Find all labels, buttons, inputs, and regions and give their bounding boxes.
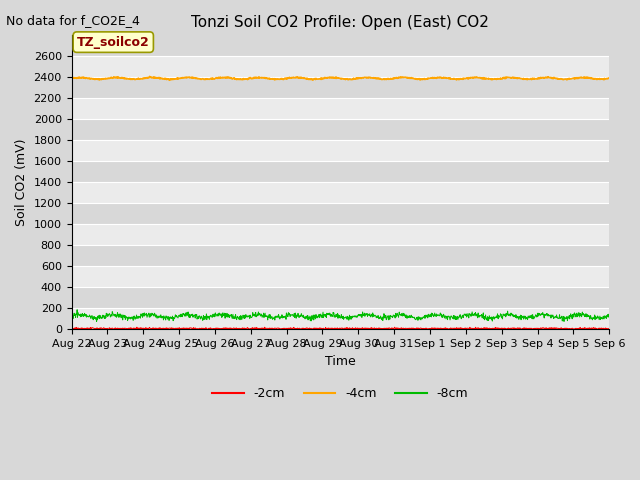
-2cm [175,325,182,331]
Bar [72,182,609,204]
-8cm [424,313,432,319]
-8cm [605,313,613,319]
-2cm [495,325,502,331]
-2cm [424,326,432,332]
Bar [72,36,609,56]
-4cm [542,74,550,80]
-8cm [495,312,502,318]
Text: TZ_soilco2: TZ_soilco2 [77,36,150,48]
Bar [72,56,609,77]
-8cm [248,314,256,320]
-2cm [248,325,256,331]
Bar [72,161,609,182]
Bar [72,245,609,266]
Bar [72,224,609,245]
Title: Tonzi Soil CO2 Profile: Open (East) CO2: Tonzi Soil CO2 Profile: Open (East) CO2 [191,15,490,30]
-8cm [68,315,76,321]
-8cm [188,312,196,318]
-8cm [542,312,550,318]
-4cm [188,75,196,81]
-4cm [146,73,154,79]
-2cm [105,326,113,332]
-8cm [74,307,81,312]
Bar [72,288,609,308]
-4cm [424,75,432,81]
-4cm [605,75,613,81]
-4cm [248,75,256,81]
-8cm [93,319,100,324]
Text: No data for f_CO2E_4: No data for f_CO2E_4 [6,14,140,27]
-4cm [166,77,173,83]
-4cm [495,76,502,82]
-8cm [175,312,182,318]
Bar [72,204,609,224]
Bar [72,266,609,288]
-2cm [605,326,613,332]
-4cm [175,75,182,81]
Line: -4cm: -4cm [72,76,609,80]
-2cm [68,325,76,331]
-2cm [133,324,141,330]
Line: -8cm: -8cm [72,310,609,322]
Bar [72,308,609,329]
-2cm [542,326,550,332]
Line: -2cm: -2cm [72,327,609,329]
X-axis label: Time: Time [325,355,356,368]
Bar [72,140,609,161]
Bar [72,98,609,120]
Bar [72,77,609,98]
Legend: -2cm, -4cm, -8cm: -2cm, -4cm, -8cm [207,383,474,406]
Bar [72,120,609,140]
Y-axis label: Soil CO2 (mV): Soil CO2 (mV) [15,139,28,226]
-4cm [68,75,76,81]
-2cm [188,325,196,331]
